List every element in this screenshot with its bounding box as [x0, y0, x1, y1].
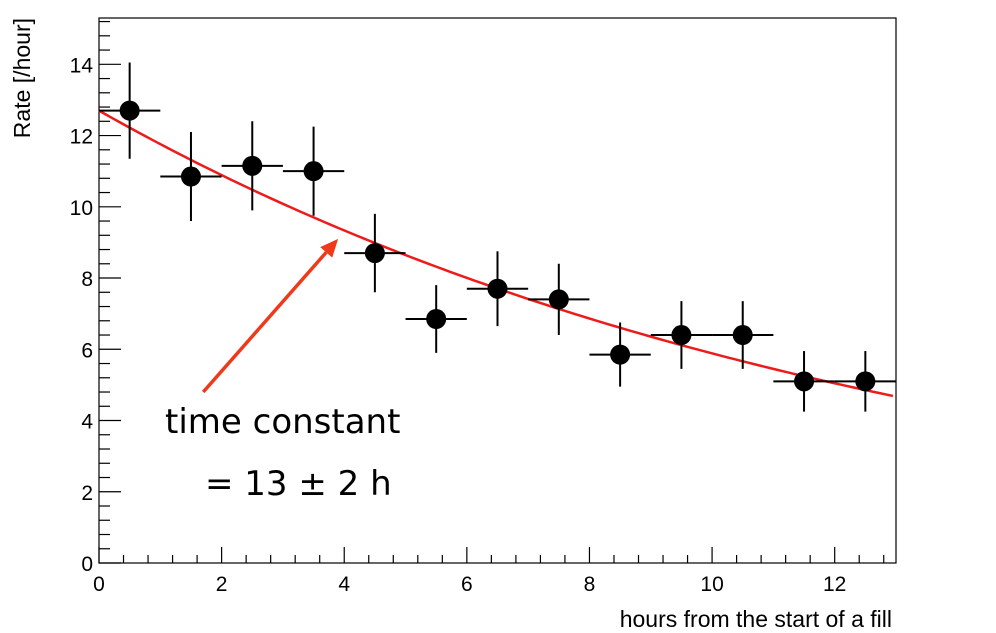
data-point — [650, 301, 713, 369]
data-marker — [548, 289, 569, 310]
tick-labels: 0 2 4 6 8 10 12 0 2 4 6 8 10 12 14 — [70, 54, 847, 596]
data-marker — [180, 166, 201, 187]
data-marker — [732, 325, 753, 346]
plot-frame — [98, 17, 897, 564]
y-tick-label: 10 — [70, 197, 93, 220]
x-tick-label: 4 — [338, 573, 350, 596]
data-point — [282, 126, 345, 216]
y-tick-label: 4 — [81, 411, 93, 434]
data-point — [160, 131, 222, 222]
data-point — [773, 351, 835, 412]
fit-curve — [98, 109, 894, 398]
data-point — [712, 301, 774, 369]
y-tick-label: 12 — [70, 126, 93, 149]
data-marker — [855, 371, 876, 392]
y-axis-title: Rate [/hour] — [9, 18, 35, 138]
y-tick-label: 14 — [70, 54, 94, 77]
data-point — [528, 263, 590, 336]
data-point — [405, 285, 467, 353]
data-point — [99, 62, 161, 159]
x-tick-label: 8 — [584, 573, 596, 596]
axis-ticks — [98, 20, 885, 564]
annotation-arrow-head — [320, 238, 339, 258]
data-marker — [364, 243, 385, 264]
data-point — [834, 351, 896, 412]
x-tick-label: 10 — [700, 573, 723, 596]
y-tick-label: 8 — [81, 268, 93, 291]
data-marker — [426, 308, 447, 329]
y-tick-label: 6 — [81, 339, 93, 362]
data-marker — [671, 325, 692, 346]
data-point — [344, 213, 406, 293]
data-marker — [487, 278, 508, 299]
y-tick-label: 2 — [81, 482, 93, 505]
data-point — [589, 322, 651, 387]
data-marker — [119, 100, 140, 121]
x-tick-label: 12 — [823, 573, 846, 596]
data-marker — [610, 344, 631, 365]
data-marker — [303, 161, 324, 182]
annotation-arrow — [201, 251, 328, 394]
data-point — [466, 251, 529, 327]
x-tick-label: 2 — [216, 573, 228, 596]
x-axis-title: hours from the start of a fill — [620, 606, 892, 632]
annotation-line-2: = 13 ± 2 h — [205, 464, 392, 504]
y-tick-label: 0 — [81, 553, 93, 576]
data-marker — [242, 155, 263, 176]
data-points — [99, 62, 896, 412]
data-marker — [794, 371, 815, 392]
x-tick-label: 0 — [93, 573, 105, 596]
data-point — [221, 121, 283, 211]
annotation-line-1: time constant — [165, 402, 400, 442]
x-tick-label: 6 — [461, 573, 473, 596]
